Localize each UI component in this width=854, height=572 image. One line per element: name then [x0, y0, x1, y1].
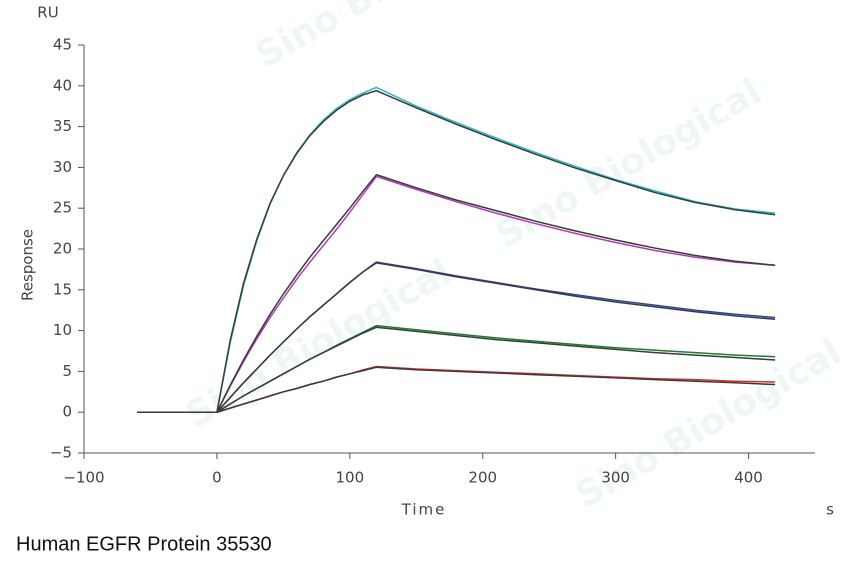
y-tick-label: −5 [50, 444, 72, 462]
x-tick-label: 0 [212, 469, 222, 487]
watermark: Sino Biological [489, 72, 768, 257]
series-line [137, 173, 776, 413]
y-tick-label: 30 [53, 158, 72, 176]
x-tick-label: 300 [601, 469, 630, 487]
series-line [137, 326, 776, 413]
x-tick-label: 100 [335, 469, 364, 487]
y-tick-label: 35 [53, 117, 72, 135]
series-line [137, 175, 776, 413]
x-tick-label: 200 [468, 469, 497, 487]
y-tick-label: 20 [53, 240, 72, 258]
watermark: Sino Biological [569, 332, 848, 517]
y-tick-label: 10 [53, 321, 72, 339]
series-line [137, 366, 776, 413]
x-tick-label: 400 [734, 469, 763, 487]
y-tick-label: 15 [53, 280, 72, 298]
y-unit: RU [37, 4, 58, 22]
watermark: Sino Biological [249, 0, 528, 76]
y-tick-label: 0 [62, 403, 72, 421]
series-line [137, 262, 776, 413]
y-tick-label: 5 [62, 362, 72, 380]
x-unit: s [826, 501, 834, 519]
y-tick-label: 40 [53, 76, 72, 94]
y-tick-label: 25 [53, 199, 72, 217]
y-tick-label: 45 [53, 36, 72, 54]
x-axis-label: Time [401, 501, 447, 519]
series-line [137, 89, 776, 413]
x-tick-label: −100 [63, 469, 104, 487]
caption: Human EGFR Protein 35530 [16, 533, 272, 555]
y-axis-label: Response [19, 229, 37, 301]
